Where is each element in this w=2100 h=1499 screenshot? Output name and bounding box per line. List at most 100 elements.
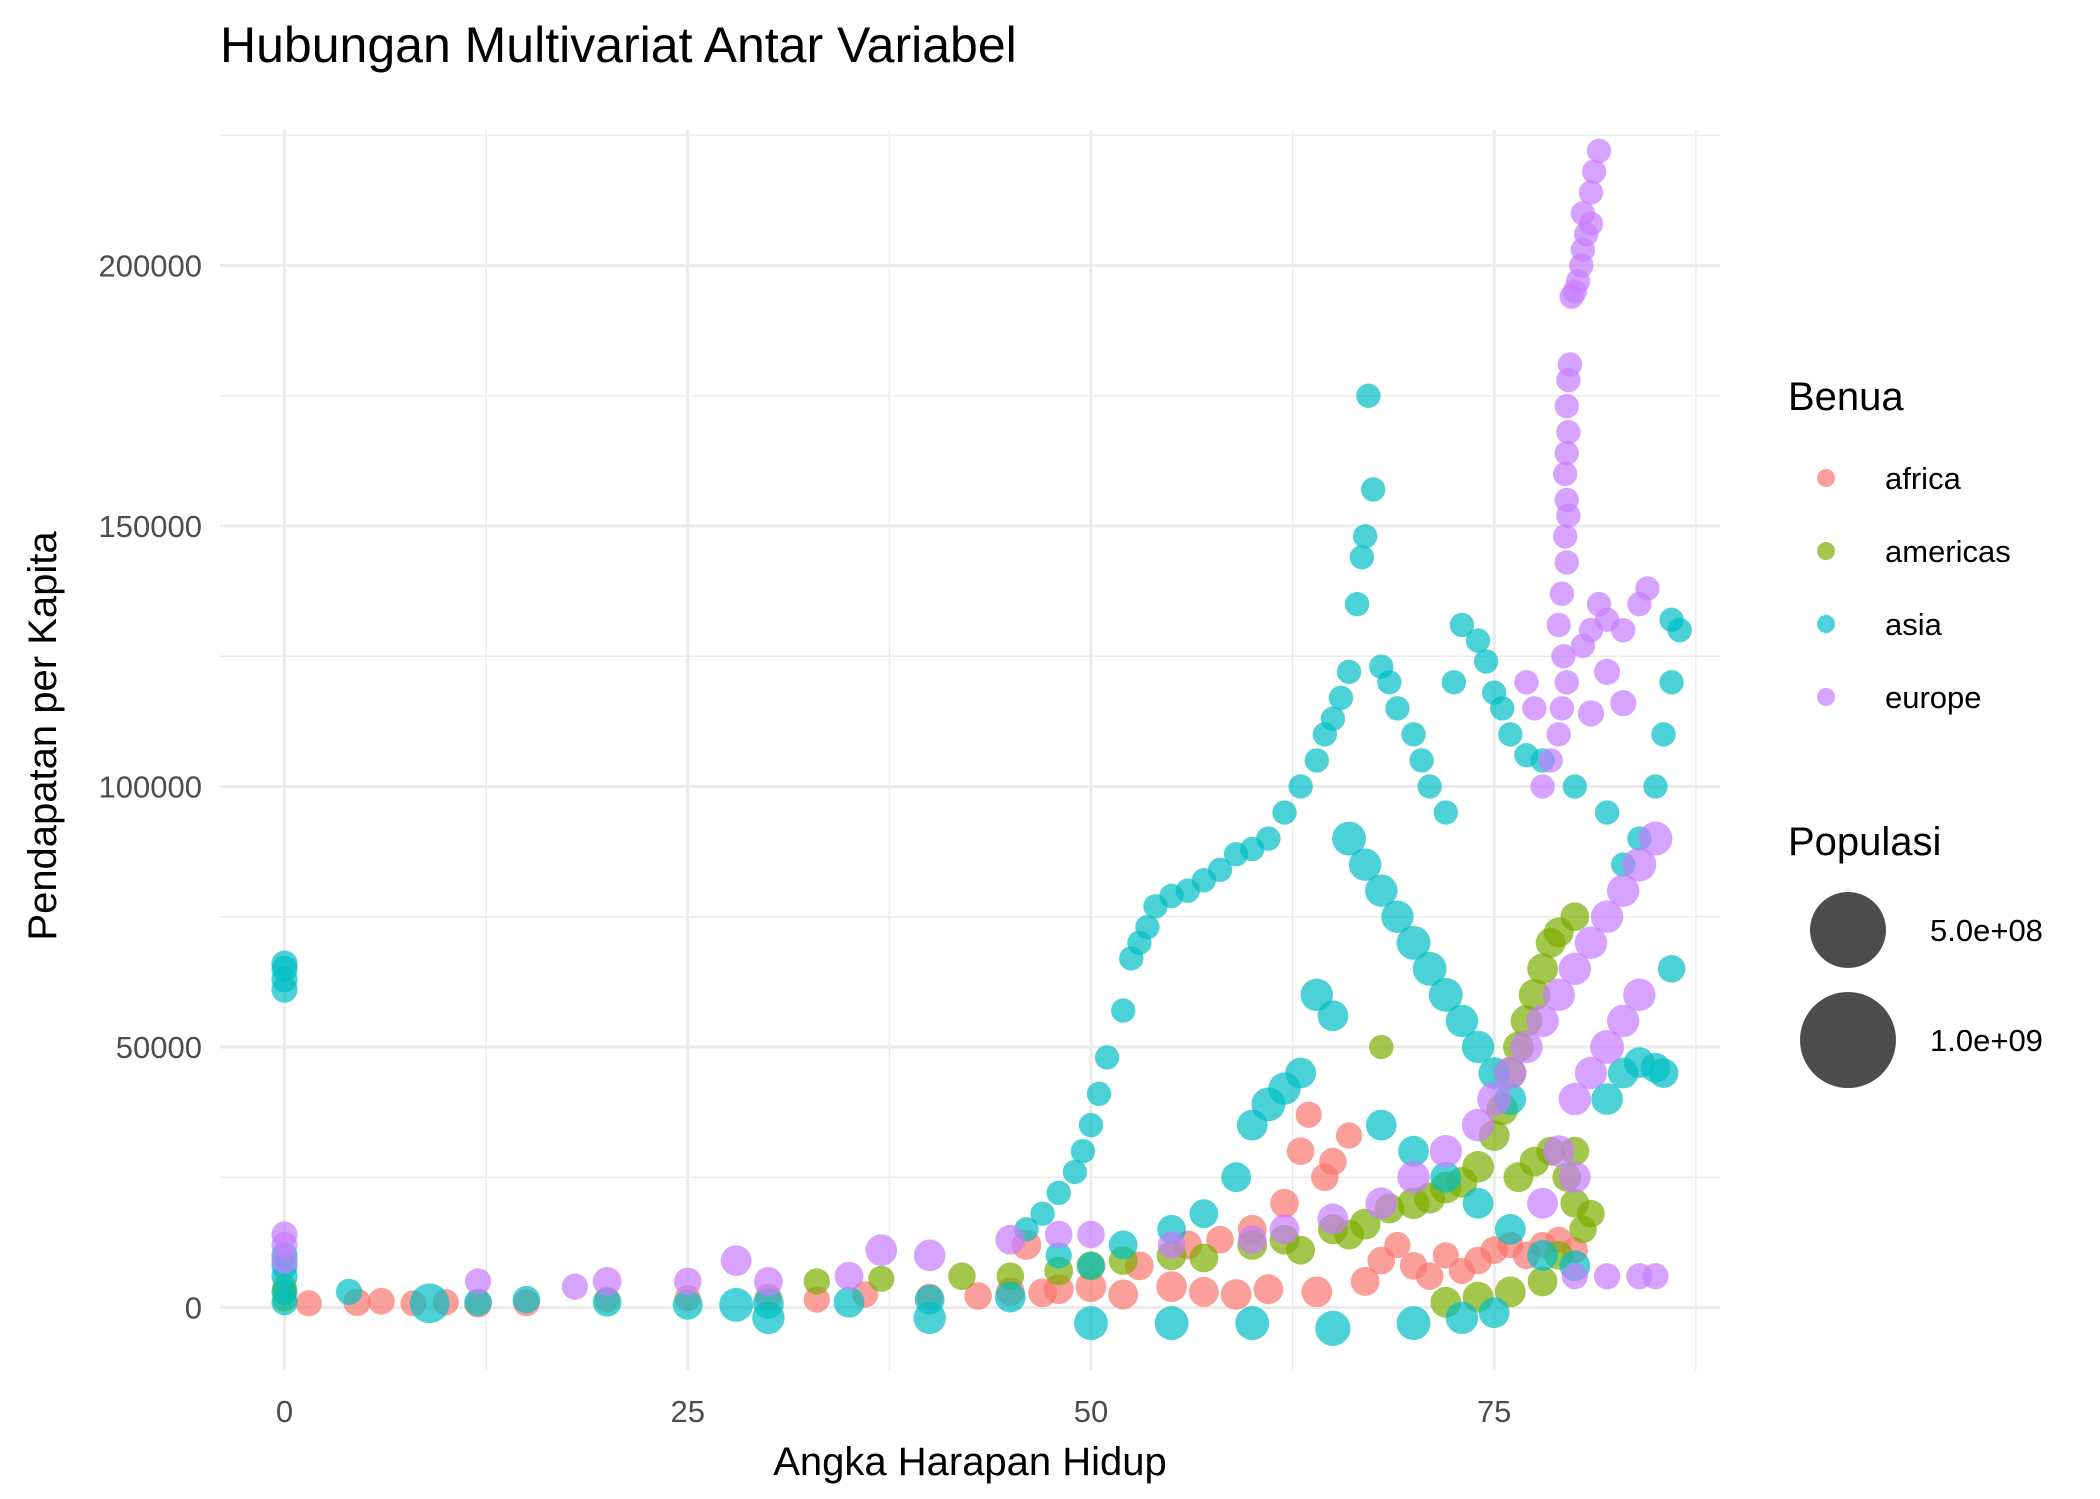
data-point — [1344, 591, 1370, 617]
legend-key-asia — [1817, 615, 1835, 633]
data-point — [1286, 1235, 1316, 1265]
data-point — [1527, 1266, 1558, 1297]
x-tick-label: 50 — [1074, 1394, 1108, 1429]
y-tick-label: 100000 — [99, 769, 202, 804]
data-point — [1350, 1267, 1380, 1296]
data-point — [1527, 953, 1558, 985]
data-point — [913, 1301, 946, 1335]
data-point — [1156, 1271, 1188, 1303]
data-point — [752, 1301, 785, 1335]
data-point — [1622, 847, 1657, 882]
chart-title: Hubungan Multivariat Antar Variabel — [220, 17, 1017, 73]
data-point — [1381, 900, 1414, 933]
data-point — [1611, 617, 1636, 643]
data-point — [1108, 1230, 1138, 1260]
data-point — [834, 1261, 864, 1291]
data-point — [1651, 722, 1676, 747]
data-point — [1546, 722, 1571, 747]
legend-key-africa — [1817, 469, 1835, 487]
data-point — [1304, 748, 1329, 773]
data-point — [1574, 1056, 1608, 1090]
data-point — [409, 1283, 450, 1324]
data-point — [1189, 1199, 1219, 1229]
data-point — [1428, 977, 1463, 1012]
data-point — [271, 1247, 298, 1274]
data-point — [1445, 1301, 1479, 1335]
data-point — [1207, 857, 1233, 883]
data-point — [1465, 628, 1491, 653]
data-point — [1189, 1243, 1219, 1273]
data-point — [1075, 1271, 1107, 1303]
data-point — [1542, 1135, 1575, 1167]
plot-area — [271, 138, 1692, 1346]
data-point — [1445, 1004, 1479, 1038]
data-point — [1094, 1045, 1120, 1070]
data-point — [1332, 821, 1366, 856]
x-tick-label: 25 — [670, 1394, 704, 1429]
data-point — [1108, 1279, 1139, 1310]
y-tick-label: 150000 — [99, 509, 202, 544]
size-legend-title: Populasi — [1788, 820, 1941, 864]
legend-label-asia: asia — [1885, 607, 1943, 642]
data-point — [1557, 352, 1583, 377]
data-point — [1542, 978, 1575, 1012]
data-point — [1552, 524, 1578, 549]
data-point — [1659, 607, 1684, 632]
data-point — [1433, 800, 1459, 825]
y-axis-title: Pendapatan per Kapita — [21, 531, 65, 941]
data-point — [1522, 696, 1547, 721]
data-point — [1432, 1242, 1459, 1269]
data-point — [464, 1268, 492, 1295]
data-point — [1317, 1000, 1349, 1032]
data-point — [1086, 1081, 1112, 1107]
data-point — [833, 1286, 865, 1318]
size-legend-key — [1800, 992, 1896, 1088]
legend-label-americas: americas — [1885, 534, 2011, 569]
data-point — [913, 1239, 946, 1272]
data-point — [1377, 670, 1402, 695]
data-point — [1044, 1220, 1073, 1249]
data-point — [1554, 670, 1579, 695]
data-point — [1349, 545, 1375, 570]
data-point — [1590, 900, 1624, 933]
data-point — [1285, 1057, 1317, 1089]
data-point — [1657, 955, 1686, 983]
size-legend: Populasi 5.0e+08 1.0e+09 — [1788, 820, 2043, 1088]
data-point — [1206, 1225, 1234, 1254]
data-point — [1135, 914, 1160, 940]
data-point — [1558, 1082, 1592, 1116]
data-point — [1494, 1213, 1526, 1245]
size-legend-label: 5.0e+08 — [1930, 913, 2043, 948]
data-point — [1586, 138, 1612, 164]
data-point — [1498, 722, 1523, 747]
data-point — [464, 1288, 492, 1317]
data-point — [1546, 612, 1571, 638]
data-point — [1490, 696, 1515, 721]
data-point — [1365, 874, 1398, 907]
data-point — [1593, 1263, 1621, 1290]
x-tick-label: 0 — [276, 1394, 293, 1429]
data-point — [1030, 1201, 1055, 1226]
data-point — [673, 1267, 702, 1296]
legend-label-europe: europe — [1885, 680, 1982, 715]
data-point — [1157, 1231, 1186, 1259]
data-point — [335, 1278, 363, 1305]
data-point — [1648, 1058, 1679, 1088]
data-point — [1319, 1147, 1347, 1176]
data-point — [1638, 821, 1673, 856]
legend-key-americas — [1817, 542, 1835, 560]
data-point — [1396, 1306, 1431, 1341]
data-point — [1288, 774, 1313, 799]
data-point — [1561, 1263, 1588, 1290]
data-point — [1549, 581, 1575, 606]
data-point — [1607, 874, 1640, 907]
size-legend-label: 1.0e+09 — [1930, 1023, 2043, 1058]
data-point — [1328, 685, 1354, 711]
data-point — [1559, 1161, 1591, 1194]
data-point — [1401, 722, 1426, 747]
data-point — [1518, 979, 1551, 1011]
data-point — [1562, 774, 1588, 799]
data-point — [1074, 1306, 1108, 1341]
data-point — [1538, 748, 1563, 773]
data-point — [1237, 1225, 1267, 1255]
